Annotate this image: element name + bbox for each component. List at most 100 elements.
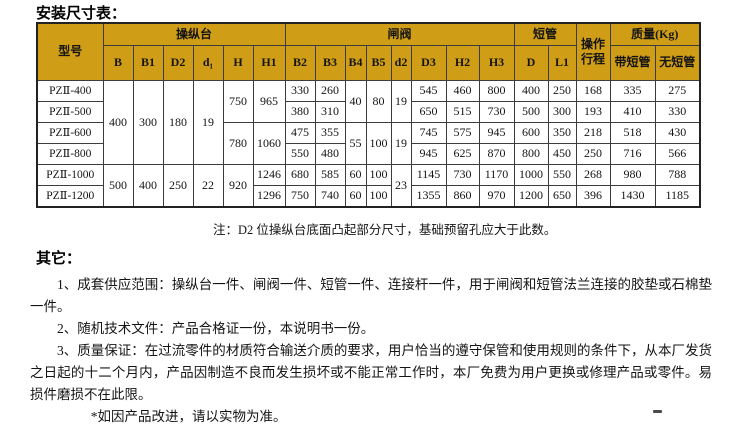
- col-header-with-pipe: 带短管: [609, 45, 656, 81]
- col-header-stroke: 操作 行程: [575, 22, 611, 81]
- paragraph-supply-scope: 1、成套供应范围：操纵台一件、闸阀一件、短管一件、连接杆一件，用于闸阀和短管法兰…: [30, 277, 712, 314]
- header-cols-row: B B1 D2 d₁ H H1 B2 B3 B4 B5 d2 D3 H2 H3 …: [37, 45, 701, 81]
- dimension-cell: 40: [344, 80, 367, 123]
- dimension-cell: 740: [314, 185, 346, 208]
- dimension-cell: 1000: [513, 164, 549, 186]
- dimension-cell: 750: [284, 185, 316, 208]
- dimension-cell: 625: [445, 143, 480, 165]
- group-header-short-pipe: 短管: [513, 22, 577, 46]
- col-header-H1: H1: [252, 45, 286, 81]
- dimension-cell: 945: [478, 122, 515, 144]
- dimension-cell: 60: [344, 185, 367, 208]
- dimension-cell: 800: [513, 143, 549, 165]
- dimension-cell: 800: [478, 80, 515, 102]
- scan-artifact: [653, 410, 662, 413]
- dimension-cell: 860: [445, 185, 480, 208]
- group-header-mass: 质量(Kg): [609, 22, 701, 46]
- dimension-cell: 60: [344, 164, 367, 186]
- dimension-cell: 335: [609, 80, 656, 102]
- stroke-label-line1: 操作: [580, 37, 605, 51]
- model-cell: PZⅡ-800: [36, 143, 104, 165]
- model-cell: PZⅡ-500: [36, 101, 104, 123]
- dimension-cell: 410: [609, 101, 656, 123]
- dimension-cell: 788: [654, 164, 701, 186]
- col-header-B2: B2: [284, 45, 316, 81]
- dimension-cell: 430: [654, 122, 701, 144]
- dimension-cell: 55: [344, 122, 367, 165]
- dimension-cell: 400: [102, 80, 134, 165]
- dimension-cell: 330: [284, 80, 316, 102]
- dimension-cell: 19: [390, 122, 412, 165]
- dimension-cell: 1200: [513, 185, 549, 208]
- model-cell: PZⅡ-600: [36, 122, 104, 144]
- table-body: PZⅡ-400 400 300 180 19 750 965 330 260 40 80 19 545 4…: [36, 80, 701, 208]
- dimension-cell: 1246: [252, 164, 286, 186]
- model-cell: PZⅡ-1200: [36, 185, 104, 208]
- dimension-cell: 310: [314, 101, 346, 123]
- dimension-cell: 396: [575, 185, 611, 208]
- col-header-H2: H2: [445, 45, 480, 81]
- installation-dimension-table: 型号 操纵台 闸阀 短管 操作 行程 质量(Kg) B B1 D2 d₁ H H…: [36, 22, 701, 208]
- dimension-cell: 330: [654, 101, 701, 123]
- table-note: 注：D2 位操纵台底面凸起部分尺寸，基础预留孔应大于此数。: [213, 223, 557, 237]
- paragraph-quality-guarantee: 3、质量保证：在过流零件的材质符合输送介质的要求，用户恰当的遵守保管和使用规则的…: [30, 343, 712, 402]
- dimension-cell: 19: [390, 80, 412, 123]
- stroke-label-line2: 行程: [580, 52, 605, 66]
- col-header-D: D: [513, 45, 549, 81]
- dimension-cell: 585: [314, 164, 346, 186]
- table-header: 型号 操纵台 闸阀 短管 操作 行程 质量(Kg) B B1 D2 d₁ H H…: [36, 22, 701, 81]
- col-header-L1: L1: [547, 45, 577, 81]
- col-header-without-pipe: 无短管: [654, 45, 701, 81]
- dimension-cell: 193: [575, 101, 611, 123]
- dimension-cell: 518: [609, 122, 656, 144]
- col-header-B: B: [102, 45, 134, 81]
- table-row: PZⅡ-1200 1296 750 740 60 100 1355 860 970 1200 650…: [36, 185, 701, 208]
- dimension-cell: 680: [284, 164, 316, 186]
- col-header-H3: H3: [478, 45, 515, 81]
- dimension-cell: 545: [410, 80, 447, 102]
- dimension-cell: 450: [547, 143, 577, 165]
- dimension-cell: 1296: [252, 185, 286, 208]
- col-header-model: 型号: [36, 22, 104, 81]
- dimension-cell: 300: [132, 80, 164, 165]
- dimension-cell: 575: [445, 122, 480, 144]
- dimension-cell: 716: [609, 143, 656, 165]
- dimension-cell: 218: [575, 122, 611, 144]
- table-row: PZⅡ-500 380 310 650 515 730 500 300 193 410 330: [36, 101, 701, 123]
- dimension-cell: 750: [222, 80, 254, 123]
- dimension-cell: 19: [192, 80, 224, 165]
- dimension-cell: 168: [575, 80, 611, 102]
- header-group-row: 型号 操纵台 闸阀 短管 操作 行程 质量(Kg): [36, 22, 701, 81]
- col-header-d1: d₁: [192, 45, 224, 81]
- dimension-cell: 550: [547, 164, 577, 186]
- model-cell: PZⅡ-1000: [36, 164, 104, 186]
- col-header-B4: B4: [344, 45, 367, 81]
- dimension-cell: 260: [314, 80, 346, 102]
- dimension-cell: 1060: [252, 122, 286, 165]
- col-header-D2: D2: [162, 45, 194, 81]
- table-row: PZⅡ-600 780 1060 475 355 55 100 19 745 575 945 600 3…: [36, 122, 701, 165]
- dimension-cell: 945: [410, 143, 447, 165]
- dimension-cell: 22: [192, 164, 224, 208]
- dimension-cell: 550: [284, 143, 316, 165]
- col-header-B5: B5: [365, 45, 392, 81]
- dimension-cell: 480: [314, 143, 346, 165]
- dimension-cell: 730: [445, 164, 480, 186]
- col-header-B3: B3: [314, 45, 346, 81]
- dimension-cell: 965: [252, 80, 286, 123]
- col-header-d2: d2: [390, 45, 412, 81]
- dimension-cell: 400: [513, 80, 549, 102]
- dimension-cell: 980: [609, 164, 656, 186]
- dimension-cell: 475: [284, 122, 316, 144]
- dimension-cell: 600: [513, 122, 549, 144]
- dimension-cell: 1170: [478, 164, 515, 186]
- dimension-cell: 730: [478, 101, 515, 123]
- dimension-cell: 350: [547, 122, 577, 144]
- dimension-cell: 1355: [410, 185, 447, 208]
- dimension-cell: 100: [365, 185, 392, 208]
- dimension-cell: 250: [162, 164, 194, 208]
- other-section-heading: 其它：: [36, 250, 82, 267]
- table-row: PZⅡ-1000 500 400 250 22 920 1246 680 585 60 100 23 1…: [36, 164, 701, 208]
- table-row: PZⅡ-800 550 480 945 625 870 800 450 250 716 566: [36, 143, 701, 165]
- paragraph-documents: 2、随机技术文件：产品合格证一份，本说明书一份。: [57, 321, 375, 336]
